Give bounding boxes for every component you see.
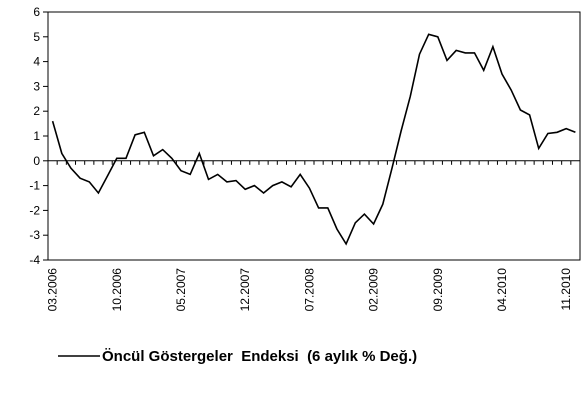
y-tick-label: -2 bbox=[29, 203, 40, 217]
y-tick-label: 3 bbox=[33, 79, 40, 93]
y-tick-label: 0 bbox=[33, 154, 40, 168]
x-tick-label: 03.2006 bbox=[46, 268, 60, 312]
x-tick-label: 11.2010 bbox=[559, 268, 573, 311]
legend-label: Öncül Göstergeler Endeksi (6 aylık % Değ… bbox=[102, 348, 417, 365]
x-tick-label: 05.2007 bbox=[174, 268, 188, 312]
y-tick-label: 4 bbox=[33, 55, 40, 69]
y-tick-label: 5 bbox=[33, 30, 40, 44]
x-tick-label: 10.2006 bbox=[110, 268, 124, 312]
y-tick-label: 6 bbox=[33, 5, 40, 19]
x-tick-label: 02.2009 bbox=[367, 268, 381, 312]
y-tick-label: -1 bbox=[29, 179, 40, 193]
y-tick-label: 1 bbox=[33, 129, 40, 143]
plot-frame bbox=[47, 11, 581, 261]
y-tick-label: 2 bbox=[33, 104, 40, 118]
y-tick-label: -4 bbox=[29, 253, 40, 267]
x-tick-label: 04.2010 bbox=[495, 268, 509, 312]
x-tick-label: 07.2008 bbox=[302, 268, 316, 312]
y-tick-label: -3 bbox=[29, 228, 40, 242]
x-tick-label: 12.2007 bbox=[238, 268, 252, 312]
x-tick-label: 09.2009 bbox=[431, 268, 445, 312]
series-line bbox=[51, 33, 576, 246]
